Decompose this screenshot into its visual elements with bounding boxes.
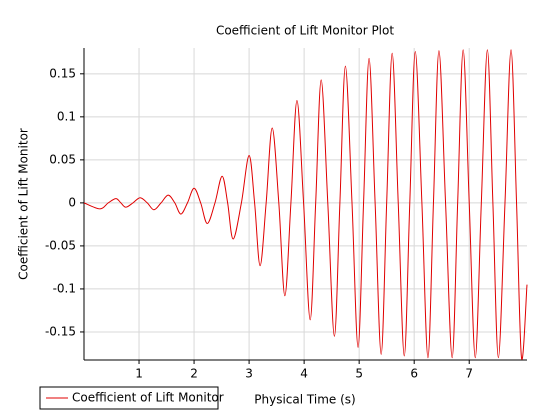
y-axis-label: Coefficient of Lift Monitor bbox=[17, 128, 31, 280]
data-line bbox=[83, 49, 528, 360]
y-tick-label: 0 bbox=[68, 195, 76, 209]
y-tick-label: -0.15 bbox=[45, 324, 76, 338]
x-tick-label: 6 bbox=[410, 367, 418, 381]
y-tick-label: -0.1 bbox=[53, 281, 76, 295]
chart-title: Coefficient of Lift Monitor Plot bbox=[216, 24, 394, 38]
x-tick-label: 4 bbox=[300, 367, 308, 381]
legend-label: Coefficient of Lift Monitor bbox=[72, 391, 224, 405]
x-tick-label: 3 bbox=[245, 367, 253, 381]
y-tick-label: -0.05 bbox=[45, 238, 76, 252]
x-tick-label: 7 bbox=[465, 367, 473, 381]
y-tick-label: 0.05 bbox=[49, 152, 76, 166]
x-axis-label: Physical Time (s) bbox=[254, 393, 355, 407]
y-tick-label: 0.15 bbox=[49, 66, 76, 80]
x-tick-label: 5 bbox=[355, 367, 363, 381]
x-tick-label: 2 bbox=[190, 367, 198, 381]
y-tick-label: 0.1 bbox=[57, 109, 76, 123]
x-tick-label: 1 bbox=[135, 367, 143, 381]
legend-box bbox=[39, 386, 219, 410]
